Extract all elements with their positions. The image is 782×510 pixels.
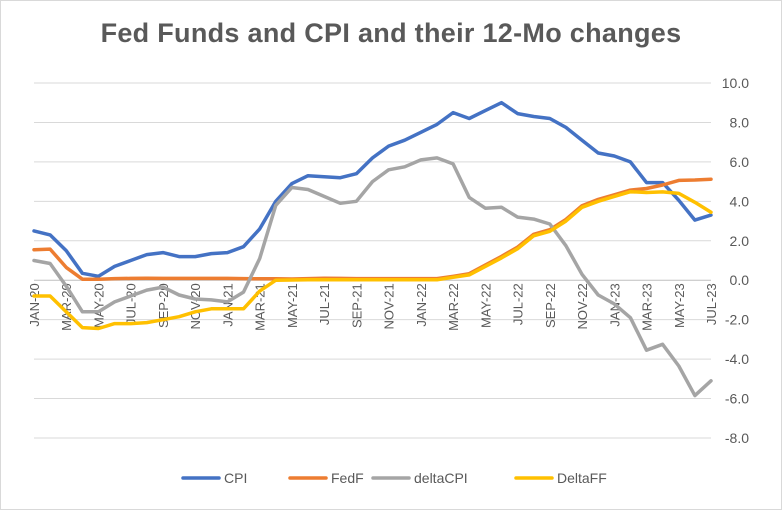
x-tick-label: MAR-23 (640, 283, 655, 331)
x-tick-label: MAY-20 (91, 283, 106, 328)
x-tick-label: NOV-20 (188, 283, 203, 329)
legend-item-cpi: CPI (181, 470, 247, 486)
x-tick-label: JAN-20 (27, 283, 42, 326)
legend-label: CPI (224, 470, 247, 486)
y-tick-label: 6.0 (730, 154, 750, 170)
y-axis: 10.0 8.0 6.0 4.0 2.0 0.0 -2.0 -4.0 -6.0 -8.0 (722, 75, 749, 446)
series-line-cpi (32, 100, 713, 279)
y-tick-label: 4.0 (730, 193, 750, 209)
x-tick-label: SEP-21 (349, 283, 364, 328)
legend-item-fedf: FedF (288, 470, 364, 486)
chart-title: Fed Funds and CPI and their 12-Mo change… (100, 18, 682, 48)
series-line-deltaff (32, 189, 713, 331)
legend-label: DeltaFF (557, 470, 607, 486)
y-tick-label: -2.0 (725, 312, 749, 328)
x-tick-label: JUL-20 (124, 283, 139, 325)
x-tick-label: NOV-21 (382, 283, 397, 329)
x-tick-label: JAN-22 (414, 283, 429, 326)
x-tick-label: MAY-23 (672, 283, 687, 328)
legend-label: deltaCPI (414, 470, 468, 486)
y-tick-label: 2.0 (730, 233, 750, 249)
legend-item-deltacpi: deltaCPI (371, 470, 468, 486)
series-line-deltacpi (32, 156, 713, 398)
y-tick-label: -6.0 (725, 391, 749, 407)
x-tick-label: JUL-21 (317, 283, 332, 325)
y-tick-label: 10.0 (722, 75, 749, 91)
x-tick-label: NOV-22 (575, 283, 590, 329)
x-tick-label: MAY-21 (285, 283, 300, 328)
x-tick-label: SEP-20 (156, 283, 171, 328)
y-tick-label: -4.0 (725, 351, 749, 367)
x-tick-label: MAY-22 (478, 283, 493, 328)
y-tick-label: -8.0 (725, 430, 749, 446)
legend-label: FedF (331, 470, 364, 486)
x-tick-label: MAR-22 (446, 283, 461, 331)
x-tick-label: JUL-22 (511, 283, 526, 325)
series-line-fedf (32, 177, 713, 281)
legend-item-deltaff: DeltaFF (514, 470, 607, 486)
x-tick-label: JAN-21 (220, 283, 235, 326)
x-tick-label: JUL-23 (704, 283, 719, 325)
y-tick-label: 8.0 (730, 114, 750, 130)
y-tick-label: 0.0 (730, 272, 750, 288)
series-lines (32, 100, 713, 398)
legend: CPI FedF deltaCPI DeltaFF (181, 470, 607, 486)
x-axis: JAN-20 MAR-20 MAY-20 JUL-20 SEP-20 NOV-20 JAN-… (27, 283, 719, 331)
x-tick-label: SEP-22 (543, 283, 558, 328)
